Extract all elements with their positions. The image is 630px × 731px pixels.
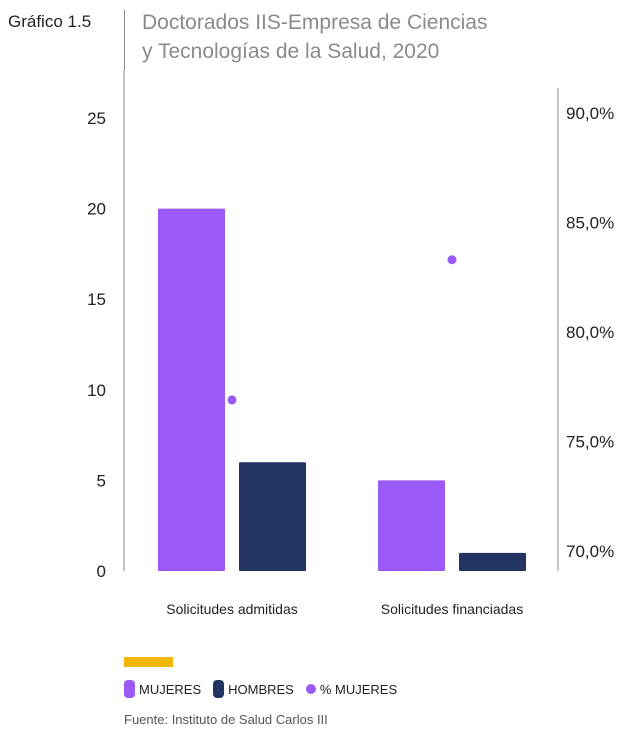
title-divider	[124, 10, 125, 70]
y2-tick-label: 75,0%	[566, 433, 614, 452]
legend-swatch	[305, 684, 316, 694]
y-tick-label: 0	[97, 562, 106, 581]
chart-title-line-2: y Tecnologías de la Salud, 2020	[142, 40, 440, 63]
y2-tick-label: 90,0%	[566, 104, 614, 123]
hombres-bar	[459, 552, 526, 571]
legend-label: % MUJERES	[319, 681, 398, 697]
legend-item: MUJERES	[124, 680, 201, 698]
pct-mujeres-point	[447, 255, 457, 265]
y2-tick-label: 70,0%	[566, 542, 614, 561]
legend-swatch	[213, 680, 225, 698]
y2-tick-label: 80,0%	[566, 323, 614, 342]
legend-swatch	[124, 680, 135, 698]
y-tick-label: 5	[97, 471, 106, 490]
hombres-bar	[239, 462, 306, 571]
chart-title: Doctorados IIS-Empresa de Ciencias y Tec…	[142, 8, 612, 66]
chart-svg: 0 5 10 15 20 25 70,0% 75,0% 80,0% 85,0% 90,0% Solic…	[87, 70, 614, 617]
x-category-label: Solicitudes financiadas	[381, 601, 523, 617]
y-tick-label: 25	[87, 109, 106, 128]
mujeres-bar	[378, 480, 445, 571]
mujeres-bar	[158, 208, 225, 571]
y2-tick-label: 85,0%	[566, 214, 614, 233]
chart-title-line-1: Doctorados IIS-Empresa de Ciencias	[142, 11, 488, 34]
x-category-label: Solicitudes admitidas	[166, 601, 298, 617]
legend-label: MUJERES	[139, 681, 202, 697]
legend: MUJERES HOMBRES % MUJERES	[124, 680, 409, 698]
legend-item: HOMBRES	[213, 680, 294, 698]
accent-bar	[124, 657, 173, 667]
source-note: Fuente: Instituto de Salud Carlos III	[124, 712, 328, 727]
legend-label: HOMBRES	[228, 681, 294, 697]
y-tick-label: 10	[87, 381, 106, 400]
figure-label: Gráfico 1.5	[8, 12, 92, 31]
y-tick-label: 15	[87, 290, 106, 309]
legend-item: % MUJERES	[305, 681, 398, 697]
pct-mujeres-point	[227, 395, 237, 405]
y-tick-label: 20	[87, 200, 106, 219]
